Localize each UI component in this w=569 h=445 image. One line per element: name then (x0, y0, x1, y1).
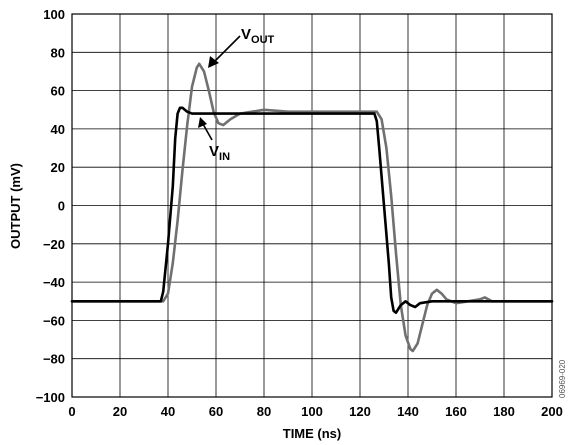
annotation-vout: VOUT (241, 26, 275, 46)
plot-frame (71, 13, 553, 398)
x-tick-label: 140 (397, 404, 419, 419)
x-tick-label: 60 (209, 404, 223, 419)
y-tick-label: 80 (51, 45, 65, 60)
annotation-vout-main: V (241, 26, 251, 43)
arrow-vout (208, 35, 241, 68)
x-tick-label: 20 (113, 404, 127, 419)
y-tick-label: −40 (43, 275, 65, 290)
annotation-vin-sub: IN (219, 151, 230, 163)
y-tick-label: −80 (43, 352, 65, 367)
y-tick-label: 60 (51, 84, 65, 99)
y-tick-label: 100 (43, 7, 65, 22)
y-tick-label: −60 (43, 313, 65, 328)
x-tick-label: 160 (445, 404, 467, 419)
annotation-vin-main: V (209, 143, 219, 160)
x-tick-label: 0 (68, 404, 75, 419)
x-tick-label: 200 (541, 404, 563, 419)
grid (71, 13, 553, 398)
x-tick-label: 100 (301, 404, 323, 419)
y-tick-label: −20 (43, 237, 65, 252)
y-tick-label: −100 (36, 390, 65, 405)
watermark: 06969-020 (558, 359, 567, 398)
y-axis-label: OUTPUT (mV) (8, 163, 23, 249)
series-line-vin (70, 106, 554, 315)
series-group (70, 62, 554, 353)
x-tick-label: 40 (161, 404, 175, 419)
annotation-vout-sub: OUT (251, 34, 275, 46)
x-tick-label: 80 (257, 404, 271, 419)
y-tick-label: 0 (58, 199, 65, 214)
arrow-vin (198, 117, 213, 141)
x-tick-label: 120 (349, 404, 371, 419)
x-tick-label: 180 (493, 404, 515, 419)
y-tick-label: 20 (51, 160, 65, 175)
tick-labels: 0 20 40 60 80 100 120 140 160 180 200−100−80−60−40… (36, 7, 563, 419)
annotation-vin: VIN (209, 143, 230, 163)
series-line-vout (70, 62, 554, 353)
y-tick-label: 40 (51, 122, 65, 137)
x-axis-label: TIME (ns) (283, 426, 342, 441)
